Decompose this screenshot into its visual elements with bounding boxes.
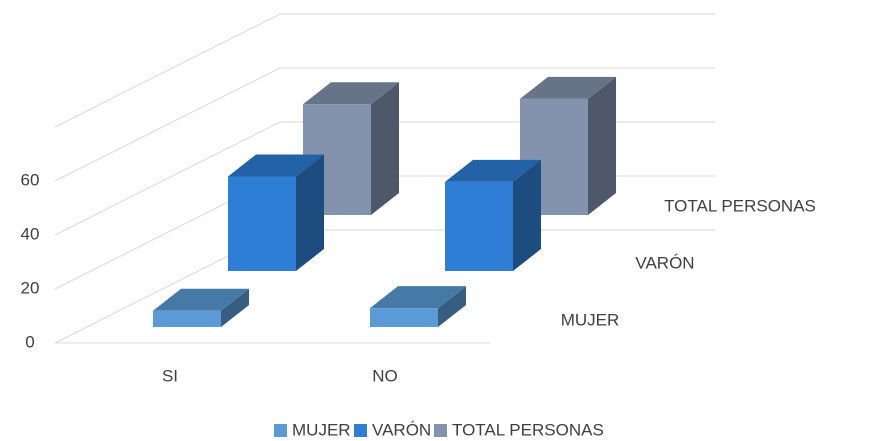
bar xyxy=(153,288,249,327)
bar-face xyxy=(296,154,324,271)
bar xyxy=(370,286,466,327)
grid-line xyxy=(54,13,715,128)
bar-face xyxy=(370,286,466,309)
bar-face xyxy=(370,308,438,327)
bar-face xyxy=(520,76,616,99)
legend-swatch xyxy=(274,424,287,437)
bar-face xyxy=(153,288,249,311)
legend-label: MUJER xyxy=(292,420,351,439)
y-tick-label: 60 xyxy=(21,170,40,189)
bar-face xyxy=(228,176,296,271)
bar-face xyxy=(221,288,249,327)
depth-label: MUJER xyxy=(561,310,620,329)
y-tick-label: 20 xyxy=(21,278,40,297)
bar-face xyxy=(445,159,541,182)
depth-label: VARÓN xyxy=(635,253,694,272)
bar-face xyxy=(228,154,324,177)
legend-label: TOTAL PERSONAS xyxy=(452,420,604,439)
y-tick-label: 40 xyxy=(21,224,40,243)
legend-label: VARÓN xyxy=(372,420,431,439)
bar-face xyxy=(588,76,616,216)
y-tick-label: 0 xyxy=(25,332,34,351)
grid-line xyxy=(54,67,715,182)
legend-swatch xyxy=(434,424,447,437)
bar-face xyxy=(371,82,399,215)
depth-label: TOTAL PERSONAS xyxy=(664,196,816,215)
bar xyxy=(445,159,541,271)
bar-face xyxy=(445,181,513,271)
legend-swatch xyxy=(354,424,367,437)
bar-face xyxy=(438,286,466,327)
x-tick-label: SI xyxy=(162,366,178,385)
bar-face xyxy=(303,82,399,105)
bar-face xyxy=(513,159,541,271)
x-tick-label: NO xyxy=(372,366,398,385)
bar-face xyxy=(153,310,221,327)
bar xyxy=(228,154,324,271)
